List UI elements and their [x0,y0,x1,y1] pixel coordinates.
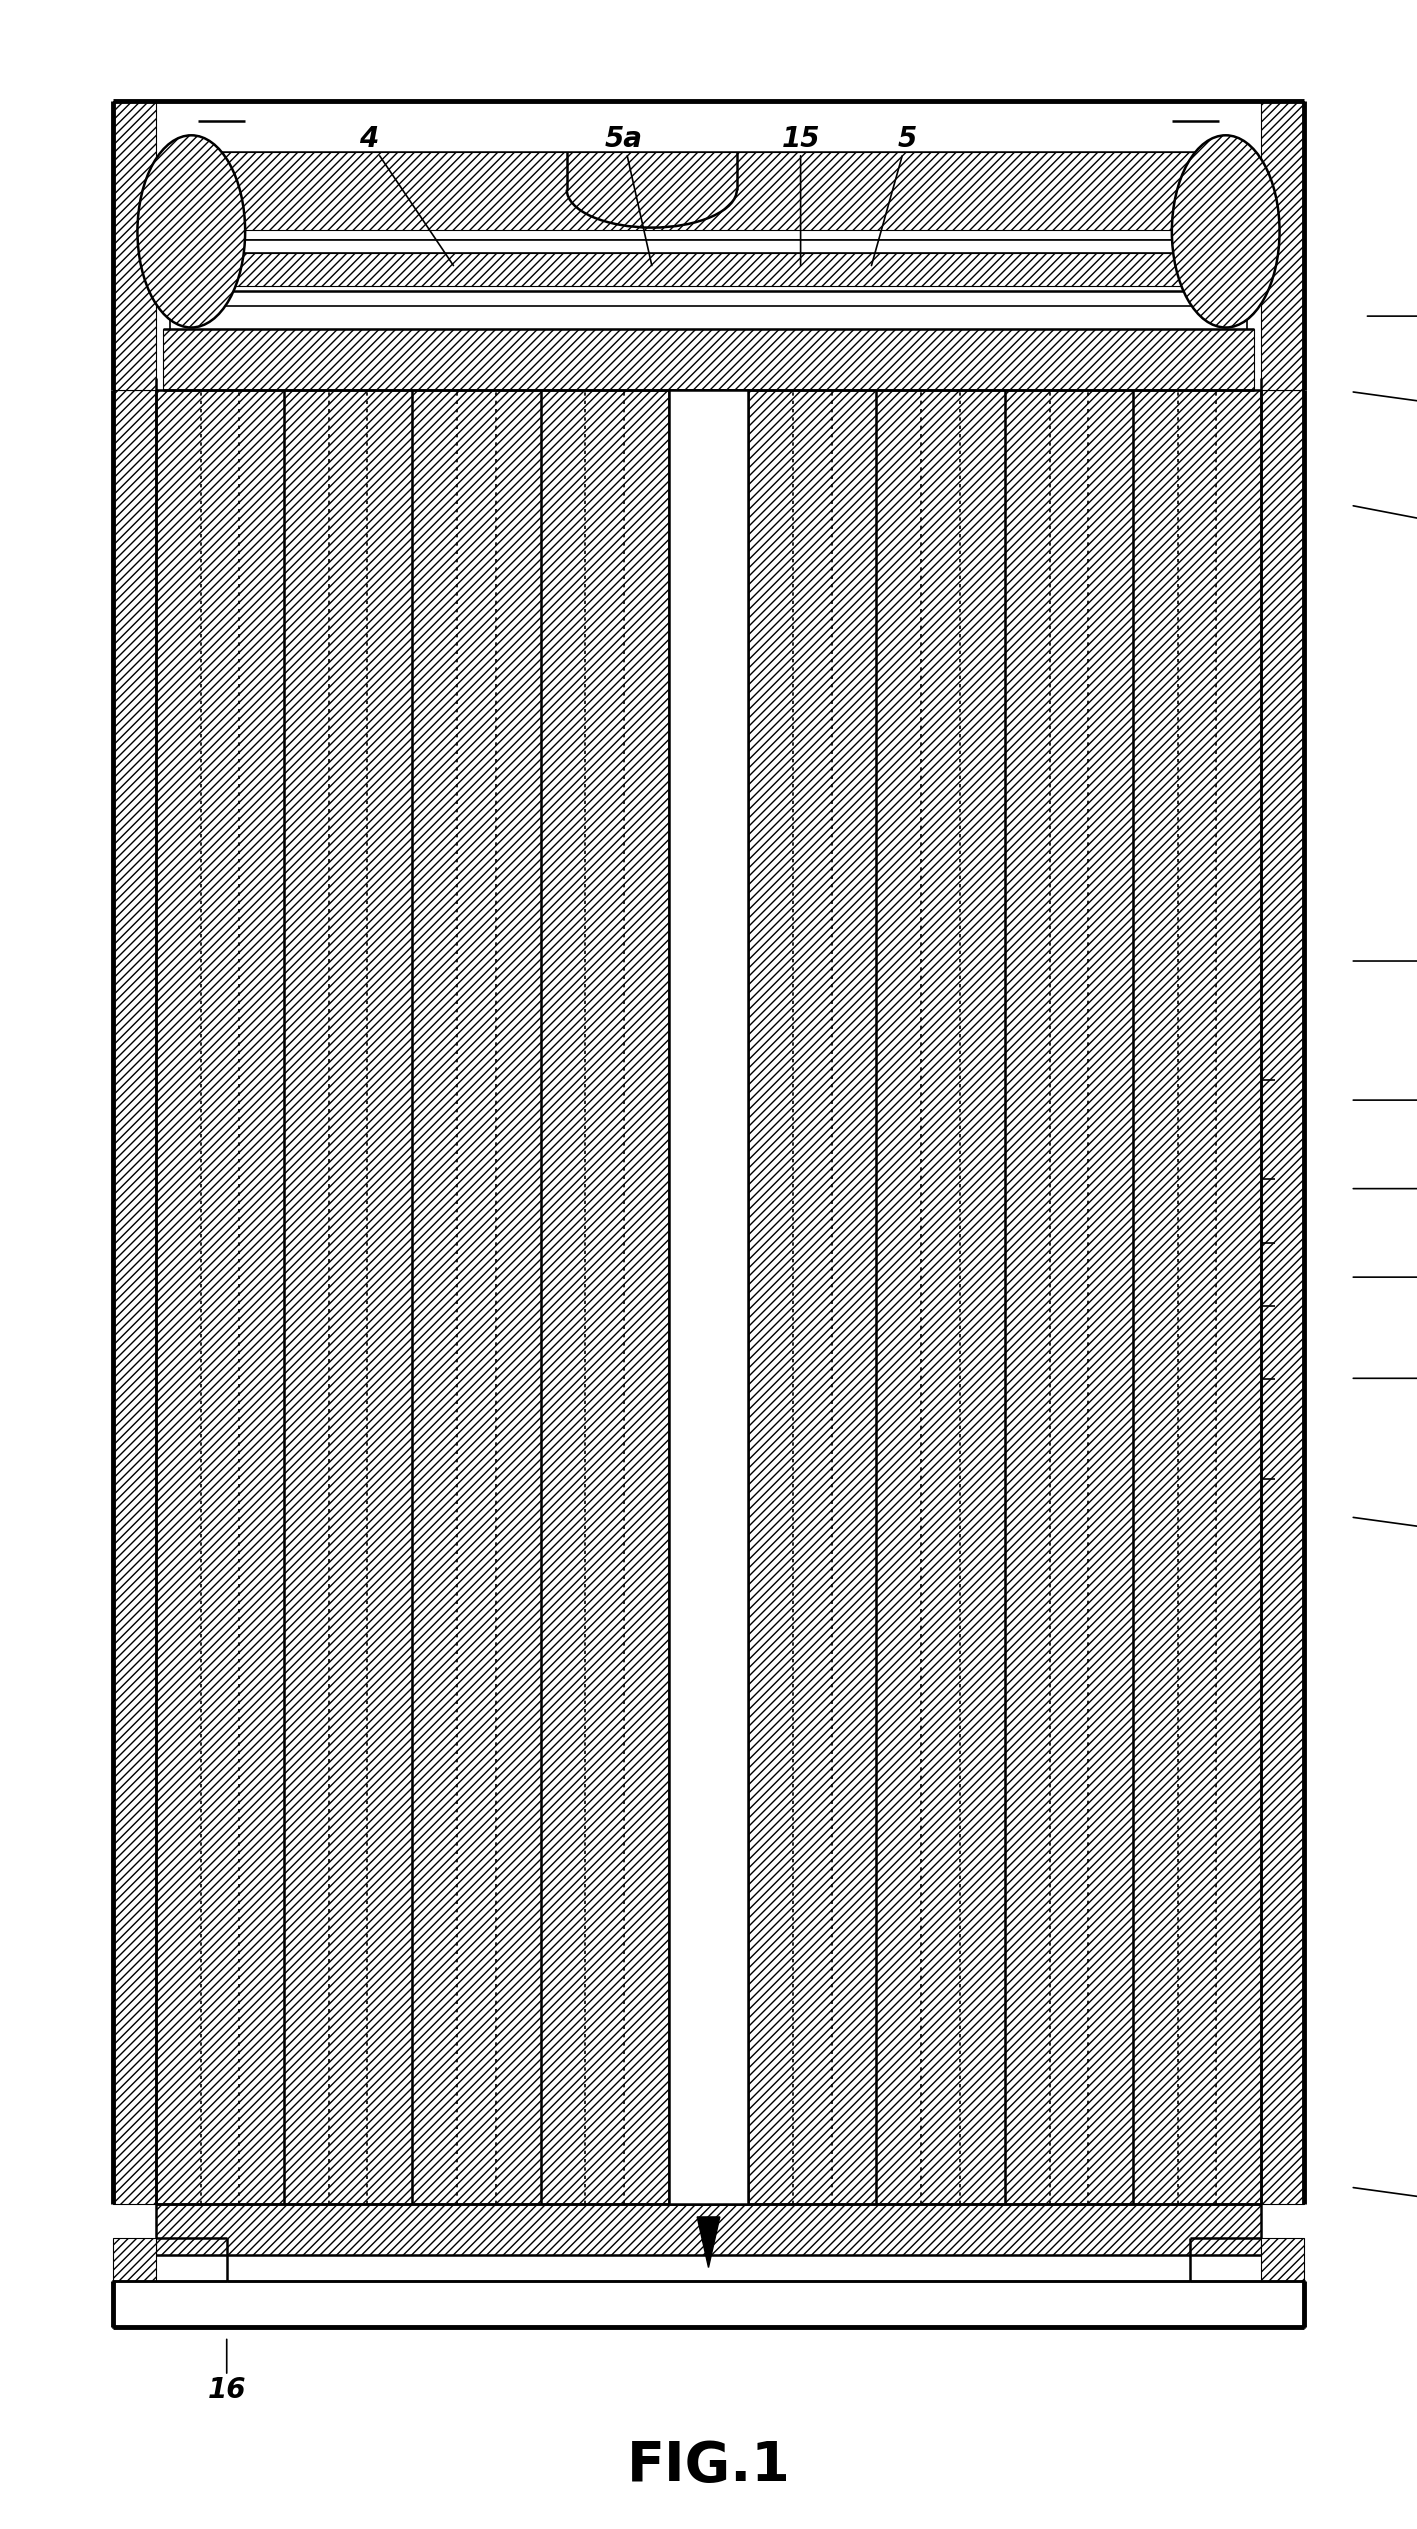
Bar [113,389,156,2205]
Text: 11: 11 [1353,1173,1417,1204]
Bar [203,152,1214,230]
Bar [1005,389,1134,2205]
Text: 12: 12 [1353,1262,1417,1292]
Bar [198,152,1219,240]
Text: 3: 3 [1353,2185,1417,2215]
Bar [1134,389,1261,2205]
Text: 7: 7 [1353,389,1417,420]
Text: 4: 4 [359,124,453,266]
Text: 14: 14 [1353,1515,1417,1545]
Bar [1261,2238,1304,2327]
Bar [213,240,1204,253]
Bar [113,2238,156,2327]
Bar [156,2205,1261,2256]
Bar [113,2281,1304,2327]
Text: FIG.1: FIG.1 [626,2438,791,2494]
Bar [213,253,1204,291]
Polygon shape [697,2218,720,2269]
Circle shape [137,137,245,329]
Text: 1: 1 [1353,946,1417,976]
Text: 16: 16 [207,2339,247,2405]
Text: 10: 10 [1353,1085,1417,1115]
Text: 5: 5 [871,124,917,266]
Bar [669,389,748,2205]
Text: 5a: 5a [605,124,652,266]
Bar [283,389,412,2205]
Text: 15: 15 [781,124,820,266]
Text: 13: 13 [1353,1363,1417,1393]
Bar [170,306,1247,336]
Bar [217,253,1200,286]
Bar [748,389,876,2205]
Circle shape [1172,137,1280,329]
Text: 2: 2 [1353,506,1417,539]
Bar [876,389,1005,2205]
Bar [113,101,156,389]
Bar [1261,101,1304,389]
Bar [156,2281,1261,2327]
Bar [540,389,669,2205]
Bar [1261,389,1304,2205]
Bar [156,389,285,2205]
Bar [163,329,1254,389]
Text: 6: 6 [1367,301,1417,331]
Bar [412,389,540,2205]
